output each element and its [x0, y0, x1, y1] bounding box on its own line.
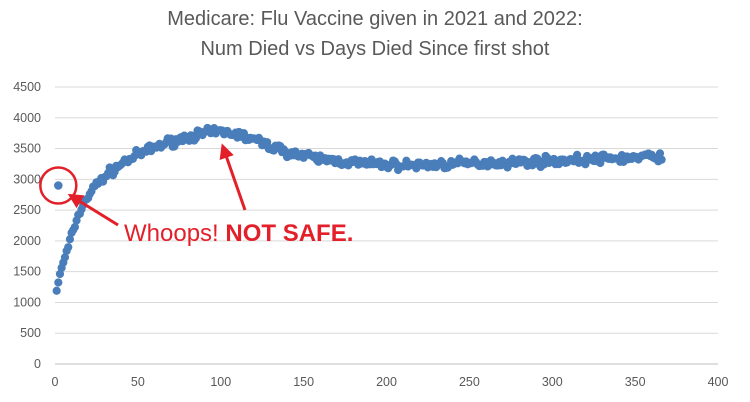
chart-title-line1: Medicare: Flu Vaccine given in 2021 and … — [167, 8, 583, 30]
outlier-point — [54, 181, 63, 190]
arrow-to-outlier — [67, 193, 119, 227]
chart-title-line2: Num Died vs Days Died Since first shot — [200, 38, 550, 60]
gridlines — [55, 86, 718, 365]
data-point — [191, 134, 200, 143]
data-point — [657, 155, 666, 164]
x-tick-label: 300 — [542, 375, 563, 389]
data-point — [65, 235, 75, 244]
arrow-to-peak — [219, 143, 247, 211]
data-points — [52, 123, 666, 295]
data-point — [54, 278, 63, 287]
y-tick-label: 2500 — [13, 203, 41, 217]
annotation-group: Whoops! NOT SAFE. — [39, 143, 353, 247]
y-tick-label: 500 — [20, 326, 41, 340]
x-tick-label: 50 — [131, 375, 145, 389]
data-point — [263, 138, 272, 147]
y-tick-label: 3000 — [13, 172, 41, 186]
x-tick-label: 350 — [625, 375, 646, 389]
y-tick-label: 0 — [34, 357, 41, 371]
x-tick-label: 150 — [293, 375, 314, 389]
y-tick-label: 1500 — [13, 265, 41, 279]
x-tick-label: 0 — [52, 375, 59, 389]
data-point — [52, 286, 61, 295]
y-tick-label: 3500 — [13, 142, 41, 156]
y-tick-label: 4000 — [13, 111, 41, 125]
annotation-text-bold: NOT SAFE. — [225, 220, 353, 247]
annotation-text: Whoops! NOT SAFE. — [124, 220, 353, 247]
y-tick-label: 4500 — [13, 80, 41, 94]
x-axis-ticks: 0 50 100 150 200 250 300 350 400 — [52, 375, 729, 389]
outlier-highlight-circle — [39, 166, 78, 205]
y-axis-ticks: 0 500 1000 1500 2000 2500 3000 3500 4000 4500 — [13, 80, 41, 371]
x-tick-label: 100 — [210, 375, 231, 389]
x-tick-label: 250 — [459, 375, 480, 389]
y-tick-label: 2000 — [13, 234, 41, 248]
data-point — [55, 269, 65, 279]
data-point — [528, 161, 537, 170]
data-point — [596, 158, 605, 168]
data-point — [573, 150, 582, 159]
annotation-text-normal: Whoops! — [124, 220, 225, 247]
x-tick-label: 400 — [708, 375, 729, 389]
data-point — [64, 243, 73, 252]
x-tick-label: 200 — [376, 375, 397, 389]
data-point — [655, 149, 665, 158]
data-point — [70, 222, 79, 232]
y-tick-label: 1000 — [13, 295, 41, 309]
data-point — [60, 253, 70, 262]
